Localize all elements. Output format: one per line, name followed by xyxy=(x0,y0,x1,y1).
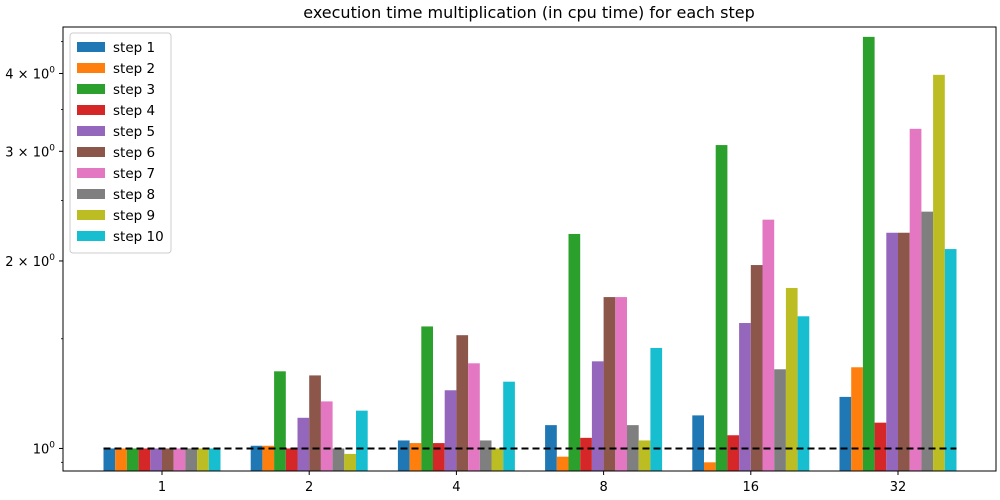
bar-step-4-x32 xyxy=(874,422,887,471)
plot-frame xyxy=(62,26,997,472)
bar-step-3-x1 xyxy=(126,448,139,471)
y-tick-label-4: 4 × 100 xyxy=(5,65,55,82)
legend-label-step-4: step 4 xyxy=(113,103,155,119)
bar-step-6-x4 xyxy=(456,335,469,471)
legend-label-step-6: step 6 xyxy=(113,145,155,161)
bar-step-6-x16 xyxy=(750,265,763,471)
bar-step-9-x32 xyxy=(933,74,945,471)
x-tick-label-4: 4 xyxy=(452,480,460,495)
y-tick-label-2: 2 × 100 xyxy=(5,253,55,270)
legend: step 1 step 2 step 3 step 4 step 5 step 6 step… xyxy=(69,32,172,254)
bar-step-8-x1 xyxy=(185,448,198,471)
bar-step-10-x1 xyxy=(208,448,221,471)
legend-label-step-5: step 5 xyxy=(113,124,155,140)
bar-step-9-x16 xyxy=(785,287,798,471)
legend-label-step-7: step 7 xyxy=(113,166,155,182)
bar-step-7-x32 xyxy=(909,128,922,471)
bar-step-7-x2 xyxy=(320,401,333,471)
legend-swatch-step-6 xyxy=(77,147,105,157)
bar-step-8-x32 xyxy=(921,211,934,471)
chart-title: execution time multiplication (in cpu ti… xyxy=(303,3,755,22)
bar-step-3-x2 xyxy=(274,371,286,471)
bar-step-6-x32 xyxy=(898,232,910,471)
bar-step-3-x4 xyxy=(421,326,433,471)
legend-swatch-step-9 xyxy=(77,210,105,220)
bar-step-2-x8 xyxy=(556,456,569,471)
x-axis: 1 2 4 8 16 32 xyxy=(158,471,906,495)
bar-step-9-x1 xyxy=(197,448,209,471)
legend-swatch-step-1 xyxy=(77,42,105,52)
legend-swatch-step-3 xyxy=(77,84,105,94)
bar-step-6-x1 xyxy=(162,448,174,471)
x-tick-label-2: 2 xyxy=(305,480,313,495)
bar-step-3-x32 xyxy=(862,36,875,472)
legend-label-step-10: step 10 xyxy=(113,229,164,245)
legend-label-step-3: step 3 xyxy=(113,82,155,98)
x-tick-label-1: 1 xyxy=(158,480,166,495)
legend-label-step-8: step 8 xyxy=(113,187,155,203)
bar-step-9-x8 xyxy=(638,440,651,471)
bar-step-6-x2 xyxy=(309,375,321,471)
bar-step-9-x2 xyxy=(344,453,356,471)
bar-step-8-x16 xyxy=(774,369,786,471)
bar-step-2-x1 xyxy=(115,448,127,471)
bar-step-8-x2 xyxy=(332,448,345,471)
bar-step-10-x32 xyxy=(944,249,957,471)
bar-step-4-x1 xyxy=(138,448,151,471)
bar-step-5-x16 xyxy=(739,323,751,471)
bar-step-2-x2 xyxy=(262,445,275,471)
legend-label-step-9: step 9 xyxy=(113,208,155,224)
bar-step-7-x4 xyxy=(468,363,480,471)
bar-step-10-x2 xyxy=(356,410,368,471)
legend-swatch-step-7 xyxy=(77,168,105,178)
bar-step-10-x4 xyxy=(503,381,515,471)
x-tick-label-16: 16 xyxy=(743,480,760,495)
bar-step-6-x8 xyxy=(603,297,616,471)
bar-step-1-x8 xyxy=(545,425,557,471)
bar-step-1-x32 xyxy=(839,396,852,471)
legend-swatch-step-4 xyxy=(77,105,105,115)
bar-step-4-x16 xyxy=(727,435,740,471)
bar-step-5-x1 xyxy=(150,448,162,471)
bar-step-1-x1 xyxy=(103,448,116,471)
bar-step-3-x16 xyxy=(715,145,728,471)
bar-step-5-x2 xyxy=(297,417,310,471)
bars-layer xyxy=(103,36,957,472)
bar-step-9-x4 xyxy=(491,448,504,471)
bar-step-1-x4 xyxy=(397,440,410,471)
bar-step-2-x16 xyxy=(704,462,716,471)
bar-step-3-x8 xyxy=(568,233,581,471)
y-tick-label-1: 100 xyxy=(33,440,56,457)
bar-step-5-x32 xyxy=(886,232,898,471)
legend-swatch-step-5 xyxy=(77,126,105,136)
bar-step-5-x4 xyxy=(444,390,457,471)
bar-step-4-x2 xyxy=(285,448,298,471)
bar-step-7-x8 xyxy=(615,297,627,471)
bar-step-4-x8 xyxy=(580,437,592,471)
x-tick-label-32: 32 xyxy=(890,480,907,495)
legend-label-step-2: step 2 xyxy=(113,61,155,77)
legend-swatch-step-10 xyxy=(77,231,105,241)
bar-step-5-x8 xyxy=(591,361,604,471)
bar-step-2-x32 xyxy=(851,367,863,471)
legend-swatch-step-2 xyxy=(77,63,105,73)
bar-step-10-x8 xyxy=(650,347,663,471)
legend-swatch-step-8 xyxy=(77,189,105,199)
y-axis: 100 2 × 100 3 × 100 4 × 100 xyxy=(5,41,63,463)
x-tick-label-8: 8 xyxy=(599,480,607,495)
bar-step-7-x16 xyxy=(762,219,775,471)
bar-step-2-x4 xyxy=(409,443,422,471)
bar-step-1-x2 xyxy=(250,445,263,471)
bar-step-1-x16 xyxy=(692,415,704,471)
bar-step-4-x4 xyxy=(433,443,445,471)
y-tick-label-3: 3 × 100 xyxy=(5,143,55,160)
bar-step-10-x16 xyxy=(797,316,810,471)
legend-label-step-1: step 1 xyxy=(113,40,155,56)
bar-step-8-x4 xyxy=(479,440,492,471)
bar-step-7-x1 xyxy=(173,448,186,471)
